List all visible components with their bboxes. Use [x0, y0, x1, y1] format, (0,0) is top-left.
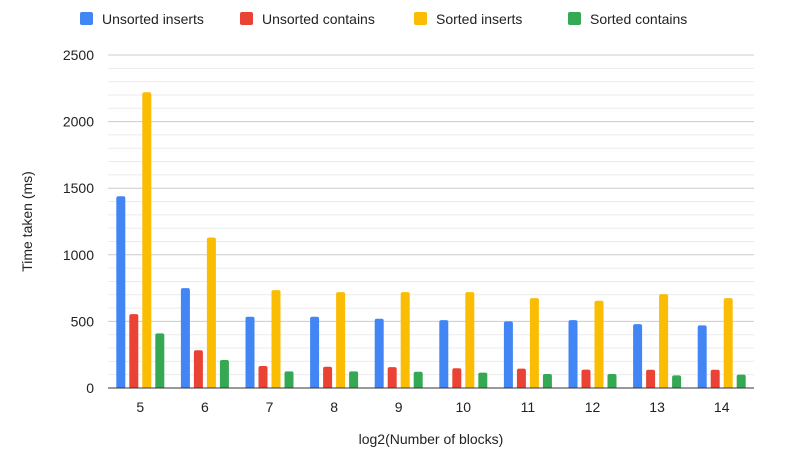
bar-unsorted-contains-5 [129, 314, 139, 388]
legend-label: Unsorted inserts [102, 11, 204, 27]
x-tick-label: 9 [395, 399, 403, 415]
y-axis-ticks: 0 500 1000 1500 2000 2500 [63, 47, 94, 396]
bars [116, 92, 746, 389]
x-tick-label: 11 [521, 399, 536, 415]
bar-unsorted-inserts-9 [374, 318, 384, 388]
bar-unsorted-inserts-7 [245, 316, 255, 388]
legend-label: Unsorted contains [262, 11, 375, 27]
bar-sorted-inserts-9 [400, 292, 410, 388]
bar-unsorted-inserts-5 [116, 196, 126, 388]
x-axis-title: log2(Number of blocks) [359, 431, 504, 447]
y-tick-label: 2500 [63, 47, 94, 63]
gridlines [108, 54, 754, 376]
x-tick-label: 13 [649, 399, 665, 415]
legend-swatch [80, 12, 93, 25]
bar-unsorted-inserts-8 [310, 316, 320, 388]
bar-unsorted-inserts-6 [180, 288, 190, 388]
legend-swatch [240, 12, 253, 25]
bar-sorted-contains-6 [219, 360, 229, 388]
legend-label: Sorted contains [590, 11, 687, 27]
bar-sorted-contains-5 [155, 333, 165, 388]
bar-unsorted-contains-13 [646, 369, 656, 388]
bar-sorted-contains-7 [284, 371, 294, 388]
y-tick-label: 0 [86, 380, 94, 396]
bar-sorted-inserts-10 [465, 292, 475, 388]
bar-unsorted-contains-12 [581, 369, 591, 388]
bar-sorted-inserts-12 [594, 300, 604, 388]
bar-sorted-contains-9 [413, 371, 423, 388]
legend-swatch [568, 12, 581, 25]
bar-unsorted-inserts-13 [633, 324, 643, 388]
bar-unsorted-contains-7 [258, 366, 268, 388]
bar-unsorted-contains-9 [387, 367, 397, 388]
x-tick-label: 5 [136, 399, 144, 415]
bar-unsorted-inserts-11 [503, 321, 513, 388]
y-tick-label: 1000 [63, 247, 94, 263]
bar-unsorted-contains-11 [516, 368, 526, 388]
legend: Unsorted inserts Unsorted contains Sorted … [80, 11, 687, 27]
bar-unsorted-contains-6 [193, 350, 203, 388]
y-tick-label: 500 [71, 313, 95, 329]
bar-unsorted-contains-10 [452, 368, 462, 388]
bar-sorted-inserts-14 [723, 298, 733, 388]
x-tick-label: 10 [456, 399, 472, 415]
bar-sorted-inserts-11 [529, 298, 539, 388]
bar-sorted-contains-13 [672, 375, 682, 388]
bar-sorted-contains-10 [478, 372, 488, 388]
y-tick-label: 2000 [63, 114, 94, 130]
legend-label: Sorted inserts [436, 11, 522, 27]
bar-sorted-inserts-5 [142, 92, 152, 389]
bar-sorted-inserts-6 [206, 237, 216, 388]
x-tick-label: 7 [266, 399, 274, 415]
bar-sorted-inserts-7 [271, 290, 281, 388]
bar-sorted-contains-14 [736, 374, 746, 388]
bar-sorted-inserts-8 [336, 292, 346, 388]
bar-sorted-contains-11 [542, 374, 552, 388]
bar-unsorted-contains-14 [710, 369, 720, 388]
bar-unsorted-contains-8 [323, 366, 333, 388]
y-axis-title: Time taken (ms) [19, 171, 35, 272]
bar-unsorted-inserts-10 [439, 320, 449, 388]
x-tick-label: 8 [330, 399, 338, 415]
x-tick-label: 12 [585, 399, 601, 415]
x-tick-label: 6 [201, 399, 209, 415]
bar-sorted-inserts-13 [659, 294, 669, 388]
bar-sorted-contains-12 [607, 374, 617, 388]
bar-unsorted-inserts-12 [568, 320, 578, 388]
y-tick-label: 1500 [63, 180, 94, 196]
bar-sorted-contains-8 [349, 371, 359, 388]
bar-unsorted-inserts-14 [697, 325, 707, 388]
x-tick-label: 14 [714, 399, 730, 415]
legend-swatch [414, 12, 427, 25]
x-axis-ticks: 5 6 7 8 9 10 11 12 13 14 [136, 399, 729, 415]
